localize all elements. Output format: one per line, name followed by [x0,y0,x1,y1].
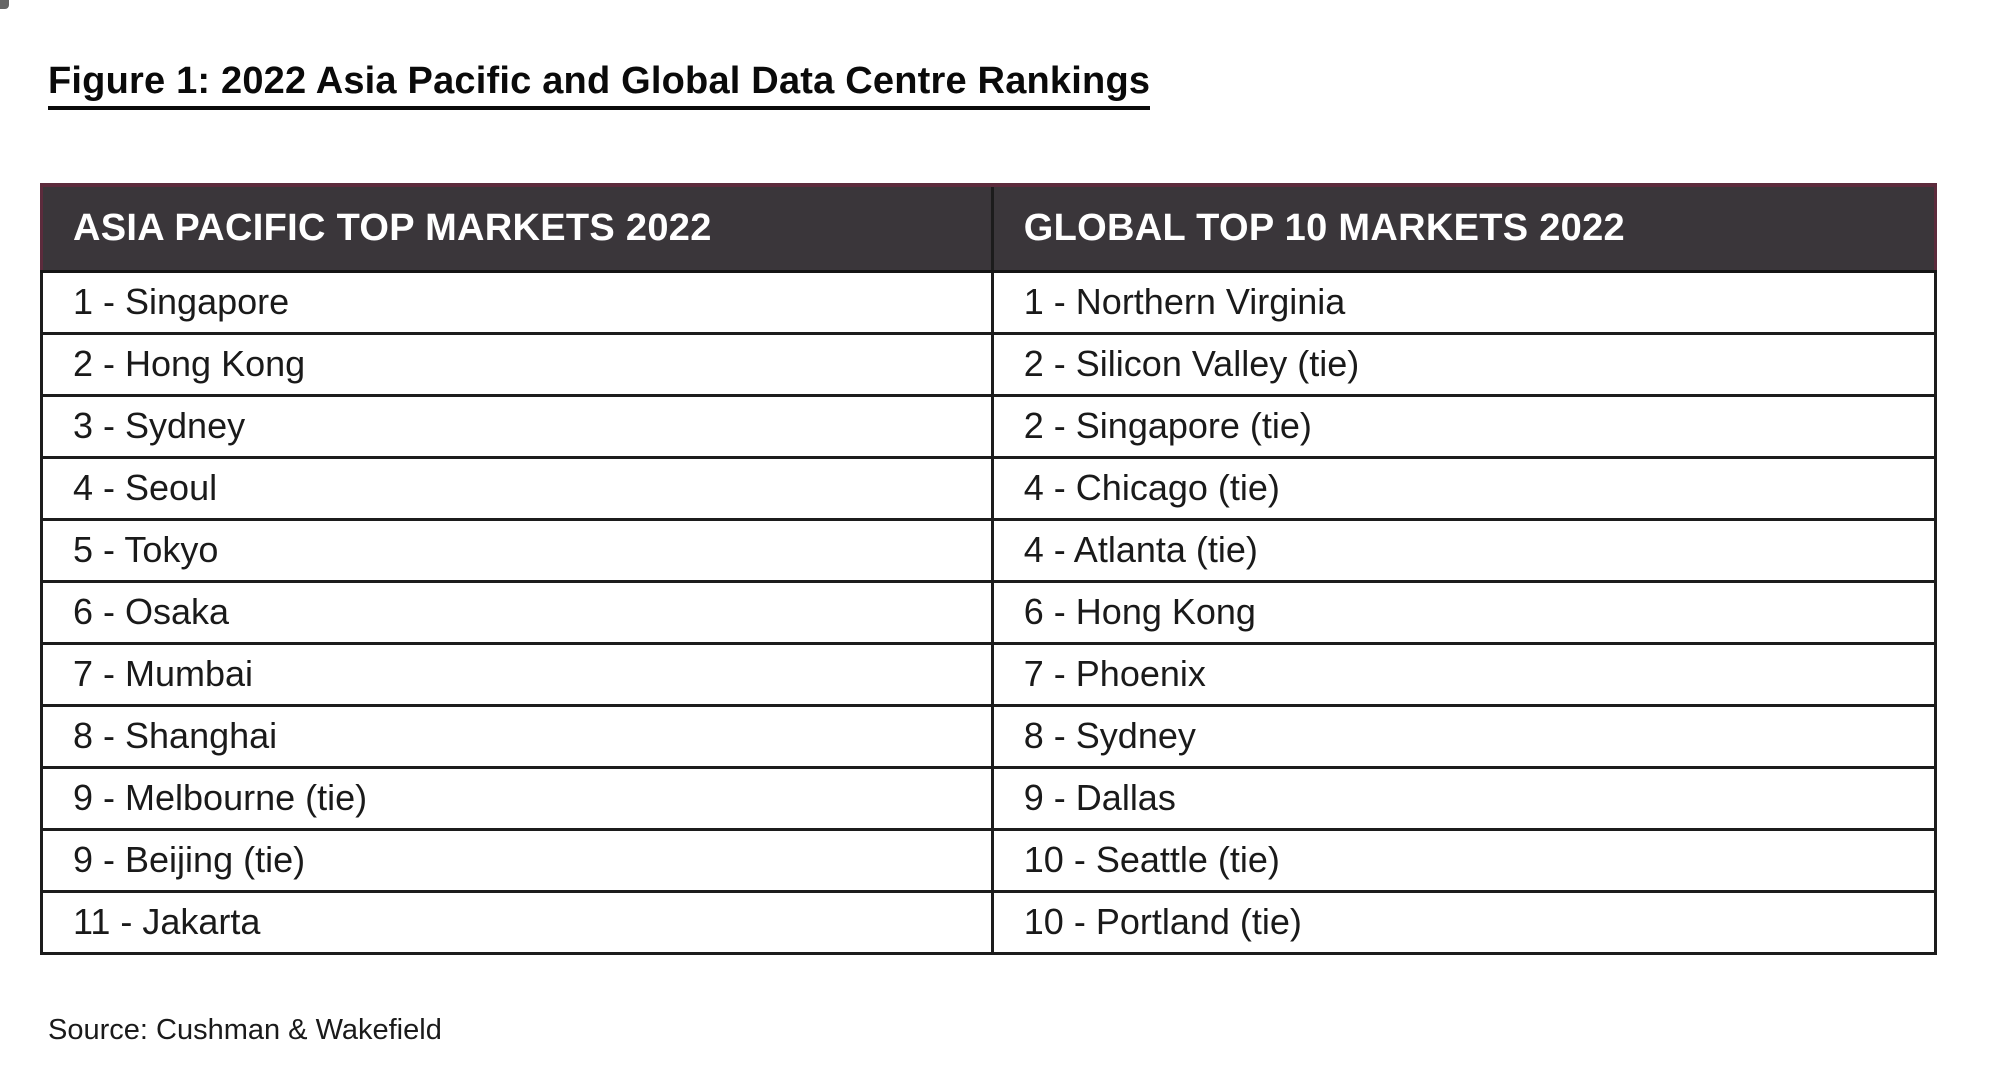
ranking-cell-global: 10 - Seattle (tie) [990,827,1938,893]
ranking-cell-asia-pacific: 8 - Shanghai [40,703,994,769]
column-header-asia-pacific: ASIA PACIFIC TOP MARKETS 2022 [40,183,994,273]
ranking-cell-asia-pacific: 6 - Osaka [40,579,994,645]
ranking-cell-global: 4 - Atlanta (tie) [990,517,1938,583]
ranking-cell-asia-pacific: 3 - Sydney [40,393,994,459]
table-row: 9 - Melbourne (tie) 9 - Dallas [40,765,1938,831]
table-row: 3 - Sydney 2 - Singapore (tie) [40,393,1938,459]
scan-artifact-corner [0,0,9,9]
ranking-cell-global: 10 - Portland (tie) [990,889,1938,955]
ranking-cell-global: 8 - Sydney [990,703,1938,769]
ranking-cell-asia-pacific: 9 - Melbourne (tie) [40,765,994,831]
rankings-table-header: ASIA PACIFIC TOP MARKETS 2022 GLOBAL TOP… [40,183,1938,273]
table-row: 6 - Osaka 6 - Hong Kong [40,579,1938,645]
table-row: 2 - Hong Kong 2 - Silicon Valley (tie) [40,331,1938,397]
table-row: 1 - Singapore 1 - Northern Virginia [40,269,1938,335]
figure-source: Source: Cushman & Wakefield [48,1014,442,1046]
table-row: 8 - Shanghai 8 - Sydney [40,703,1938,769]
ranking-cell-asia-pacific: 2 - Hong Kong [40,331,994,397]
ranking-cell-global: 9 - Dallas [990,765,1938,831]
ranking-cell-global: 4 - Chicago (tie) [990,455,1938,521]
table-row: 5 - Tokyo 4 - Atlanta (tie) [40,517,1938,583]
header-row: ASIA PACIFIC TOP MARKETS 2022 GLOBAL TOP… [40,183,1938,273]
ranking-cell-asia-pacific: 1 - Singapore [40,269,994,335]
ranking-cell-global: 2 - Silicon Valley (tie) [990,331,1938,397]
figure-title: Figure 1: 2022 Asia Pacific and Global D… [48,60,1151,110]
table-row: 11 - Jakarta 10 - Portland (tie) [40,889,1938,955]
ranking-cell-asia-pacific: 11 - Jakarta [40,889,994,955]
ranking-cell-global: 2 - Singapore (tie) [990,393,1938,459]
ranking-cell-global: 6 - Hong Kong [990,579,1938,645]
table-row: 4 - Seoul 4 - Chicago (tie) [40,455,1938,521]
ranking-cell-asia-pacific: 5 - Tokyo [40,517,994,583]
table-row: 7 - Mumbai 7 - Phoenix [40,641,1938,707]
ranking-cell-asia-pacific: 7 - Mumbai [40,641,994,707]
ranking-cell-asia-pacific: 4 - Seoul [40,455,994,521]
ranking-cell-asia-pacific: 9 - Beijing (tie) [40,827,994,893]
table-row: 9 - Beijing (tie) 10 - Seattle (tie) [40,827,1938,893]
ranking-cell-global: 1 - Northern Virginia [990,269,1938,335]
ranking-cell-global: 7 - Phoenix [990,641,1938,707]
rankings-table-body: 1 - Singapore 1 - Northern Virginia 2 - Ho… [40,269,1938,955]
rankings-table: ASIA PACIFIC TOP MARKETS 2022 GLOBAL TOP… [40,183,1938,955]
column-header-global: GLOBAL TOP 10 MARKETS 2022 [992,183,1938,273]
